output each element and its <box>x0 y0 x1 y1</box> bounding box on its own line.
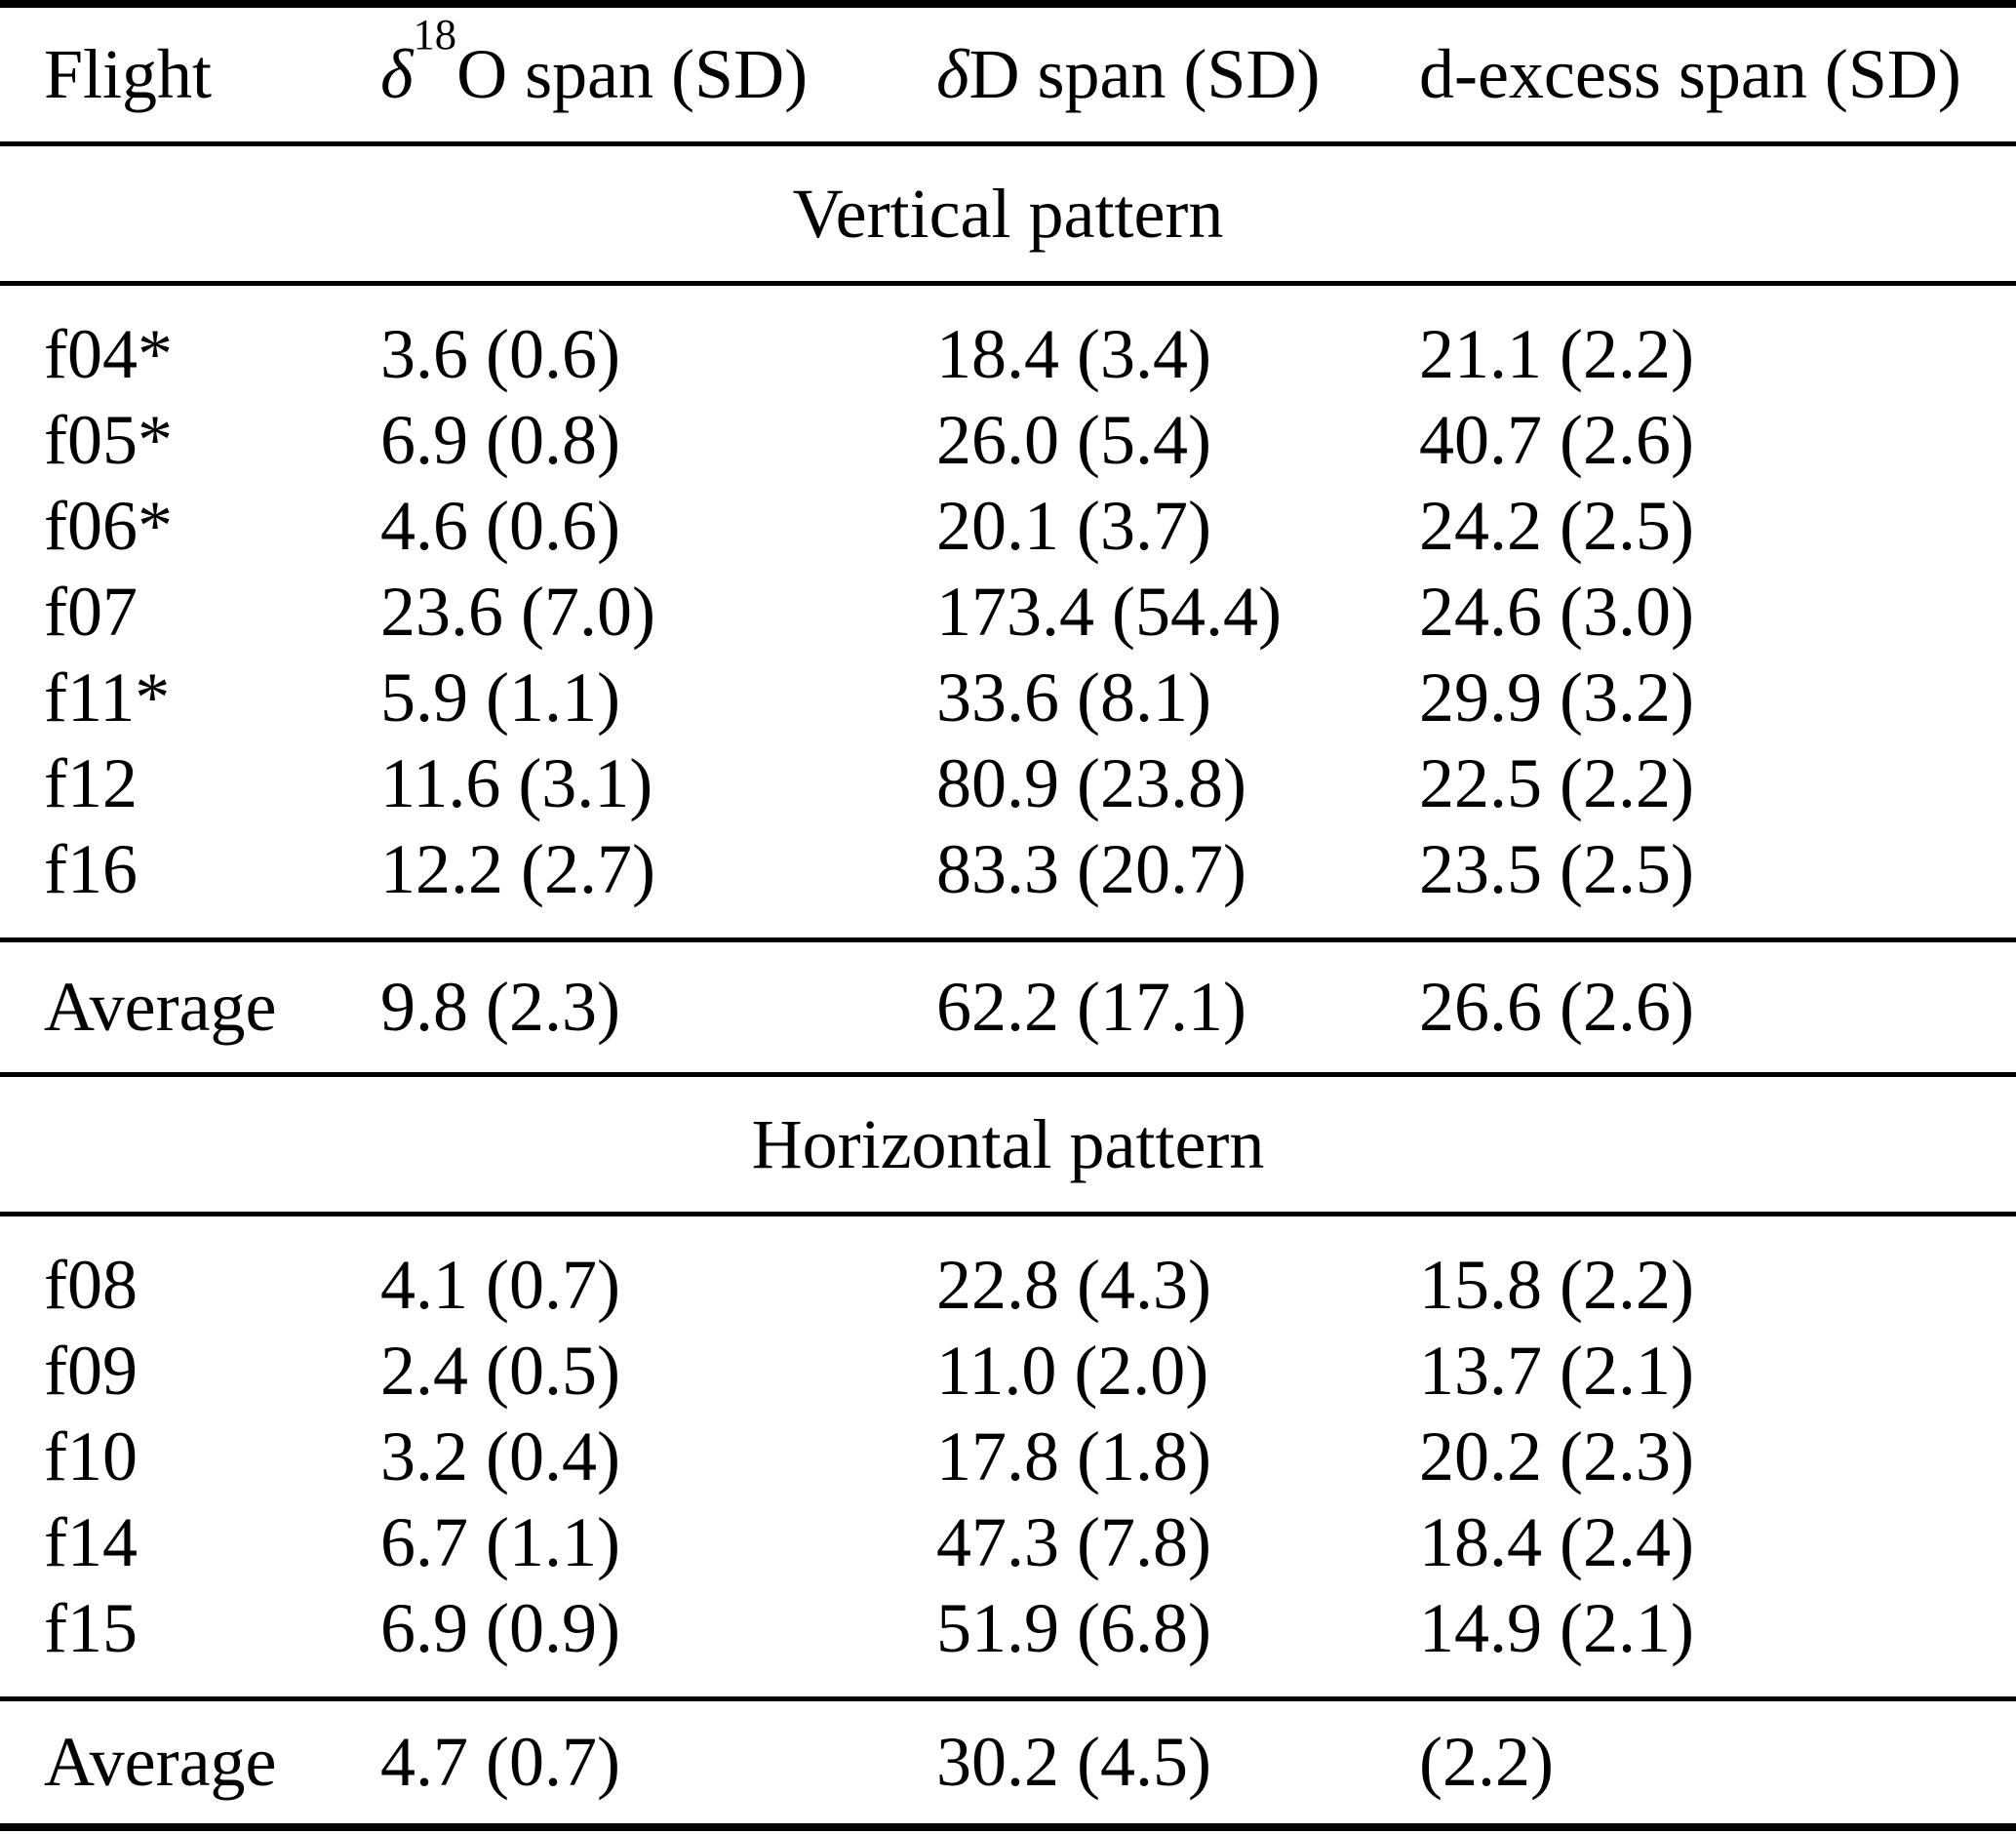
cell-flight: f14 <box>44 1502 138 1581</box>
table-row: f15 6.9 (0.9) 51.9 (6.8) 14.9 (2.1) <box>0 1585 2016 1671</box>
table-row: f16 12.2 (2.7) 83.3 (20.7) 23.5 (2.5) <box>0 826 2016 912</box>
cell-dexcess: 24.6 (3.0) <box>1419 572 1694 651</box>
cell-dexcess: 13.7 (2.1) <box>1419 1331 1694 1410</box>
bottom-rule <box>0 1823 2016 1831</box>
cell-flight: f16 <box>44 829 138 908</box>
table-row: f07 23.6 (7.0) 173.4 (54.4) 24.6 (3.0) <box>0 569 2016 655</box>
horizontal-average-band: Average 4.7 (0.7) 30.2 (4.5) (2.2) <box>0 1701 2016 1823</box>
table-row: f12 11.6 (3.1) 80.9 (23.8) 22.5 (2.2) <box>0 740 2016 826</box>
rule <box>0 141 2016 146</box>
cell-dexcess: 23.5 (2.5) <box>1419 829 1694 908</box>
cell-d18o: 3.2 (0.4) <box>380 1416 620 1495</box>
cell-dexcess: 15.8 (2.2) <box>1419 1245 1694 1324</box>
cell-dd: 83.3 (20.7) <box>936 829 1246 908</box>
average-row: Average 9.8 (2.3) 62.2 (17.1) 26.6 (2.6) <box>0 967 2016 1048</box>
cell-flight: f15 <box>44 1588 138 1667</box>
table-header-band: Flight δ18O span (SD) δD span (SD) d-exc… <box>0 8 2016 141</box>
cell-d18o: 2.4 (0.5) <box>380 1331 620 1410</box>
section-title-vertical: Vertical pattern <box>0 146 2016 281</box>
cell-flight: f06* <box>44 486 173 565</box>
cell-average-label: Average <box>44 1723 277 1801</box>
cell-dd: 62.2 (17.1) <box>936 968 1246 1046</box>
table-row: f10 3.2 (0.4) 17.8 (1.8) 20.2 (2.3) <box>0 1414 2016 1499</box>
cell-flight: f09 <box>44 1331 138 1410</box>
header-flight-label: Flight <box>44 35 213 113</box>
cell-dd: 26.0 (5.4) <box>936 400 1211 479</box>
section-title-text: Horizontal pattern <box>751 1104 1265 1183</box>
cell-dexcess: 24.2 (2.5) <box>1419 486 1694 565</box>
cell-flight: f04* <box>44 314 173 393</box>
vertical-pattern-rows: f04* 3.6 (0.6) 18.4 (3.4) 21.1 (2.2) f05… <box>0 286 2016 937</box>
cell-d18o: 11.6 (3.1) <box>380 743 653 822</box>
cell-dd: 30.2 (4.5) <box>936 1723 1211 1801</box>
cell-dexcess: (2.2) <box>1419 1723 1554 1801</box>
cell-dd: 80.9 (23.8) <box>936 743 1246 822</box>
cell-dexcess: 40.7 (2.6) <box>1419 400 1694 479</box>
table-row: f09 2.4 (0.5) 11.0 (2.0) 13.7 (2.1) <box>0 1328 2016 1414</box>
cell-d18o: 23.6 (7.0) <box>380 572 655 651</box>
cell-dd: 22.8 (4.3) <box>936 1245 1211 1324</box>
cell-flight: f11* <box>44 658 171 737</box>
rule <box>0 1072 2016 1077</box>
table-row: f05* 6.9 (0.8) 26.0 (5.4) 40.7 (2.6) <box>0 397 2016 483</box>
cell-dexcess: 21.1 (2.2) <box>1419 314 1694 393</box>
cell-flight: f08 <box>44 1245 138 1324</box>
cell-dexcess: 22.5 (2.2) <box>1419 743 1694 822</box>
cell-d18o: 4.6 (0.6) <box>380 486 620 565</box>
header-d18o-delta: δ <box>380 35 414 113</box>
rule <box>0 1212 2016 1216</box>
cell-d18o: 6.9 (0.8) <box>380 400 620 479</box>
cell-dd: 20.1 (3.7) <box>936 486 1211 565</box>
cell-d18o: 5.9 (1.1) <box>380 658 620 737</box>
header-d18o-label: δ18O span (SD) <box>380 13 936 115</box>
table-row: f11* 5.9 (1.1) 33.6 (8.1) 29.9 (3.2) <box>0 655 2016 740</box>
table-header-row: Flight δ18O span (SD) δD span (SD) d-exc… <box>0 8 2016 141</box>
top-rule <box>0 0 2016 8</box>
cell-d18o: 4.7 (0.7) <box>380 1723 620 1801</box>
cell-dexcess: 20.2 (2.3) <box>1419 1416 1694 1495</box>
header-d18o-superscript: 18 <box>413 10 457 60</box>
cell-d18o: 6.7 (1.1) <box>380 1502 620 1581</box>
header-dexcess-label: d-excess span (SD) <box>1419 35 1961 113</box>
cell-dexcess: 29.9 (3.2) <box>1419 658 1694 737</box>
vertical-average-band: Average 9.8 (2.3) 62.2 (17.1) 26.6 (2.6) <box>0 942 2016 1072</box>
cell-d18o: 6.9 (0.9) <box>380 1588 620 1667</box>
table-row: f06* 4.6 (0.6) 20.1 (3.7) 24.2 (2.5) <box>0 483 2016 569</box>
header-dd-label: δD span (SD) <box>936 34 1419 115</box>
cell-dexcess: 18.4 (2.4) <box>1419 1502 1694 1581</box>
cell-average-label: Average <box>44 968 277 1046</box>
cell-flight: f05* <box>44 400 173 479</box>
header-d18o-rest: O span (SD) <box>456 35 809 113</box>
cell-dd: 51.9 (6.8) <box>936 1588 1211 1667</box>
section-title-text: Vertical pattern <box>792 174 1224 253</box>
average-row: Average 4.7 (0.7) 30.2 (4.5) (2.2) <box>0 1722 2016 1803</box>
rule <box>0 937 2016 942</box>
cell-dexcess: 14.9 (2.1) <box>1419 1588 1694 1667</box>
section-title-horizontal: Horizontal pattern <box>0 1077 2016 1212</box>
cell-flight: f12 <box>44 743 138 822</box>
cell-d18o: 12.2 (2.7) <box>380 829 655 908</box>
cell-flight: f10 <box>44 1416 138 1495</box>
cell-flight: f07 <box>44 572 138 651</box>
cell-dd: 18.4 (3.4) <box>936 314 1211 393</box>
cell-d18o: 9.8 (2.3) <box>380 968 620 1046</box>
cell-dd: 47.3 (7.8) <box>936 1502 1211 1581</box>
table-row: f08 4.1 (0.7) 22.8 (4.3) 15.8 (2.2) <box>0 1242 2016 1328</box>
cell-dexcess: 26.6 (2.6) <box>1419 968 1694 1046</box>
cell-d18o: 3.6 (0.6) <box>380 314 620 393</box>
cell-dd: 33.6 (8.1) <box>936 658 1211 737</box>
table-row: f14 6.7 (1.1) 47.3 (7.8) 18.4 (2.4) <box>0 1499 2016 1585</box>
cell-dd: 173.4 (54.4) <box>936 572 1282 651</box>
horizontal-pattern-rows: f08 4.1 (0.7) 22.8 (4.3) 15.8 (2.2) f09 … <box>0 1216 2016 1696</box>
table-row: f04* 3.6 (0.6) 18.4 (3.4) 21.1 (2.2) <box>0 311 2016 397</box>
header-dd-rest: D span (SD) <box>968 35 1321 113</box>
cell-d18o: 4.1 (0.7) <box>380 1245 620 1324</box>
rule <box>0 1696 2016 1701</box>
cell-dd: 17.8 (1.8) <box>936 1416 1211 1495</box>
header-dd-delta: δ <box>936 35 969 113</box>
rule <box>0 281 2016 286</box>
cell-dd: 11.0 (2.0) <box>936 1331 1209 1410</box>
